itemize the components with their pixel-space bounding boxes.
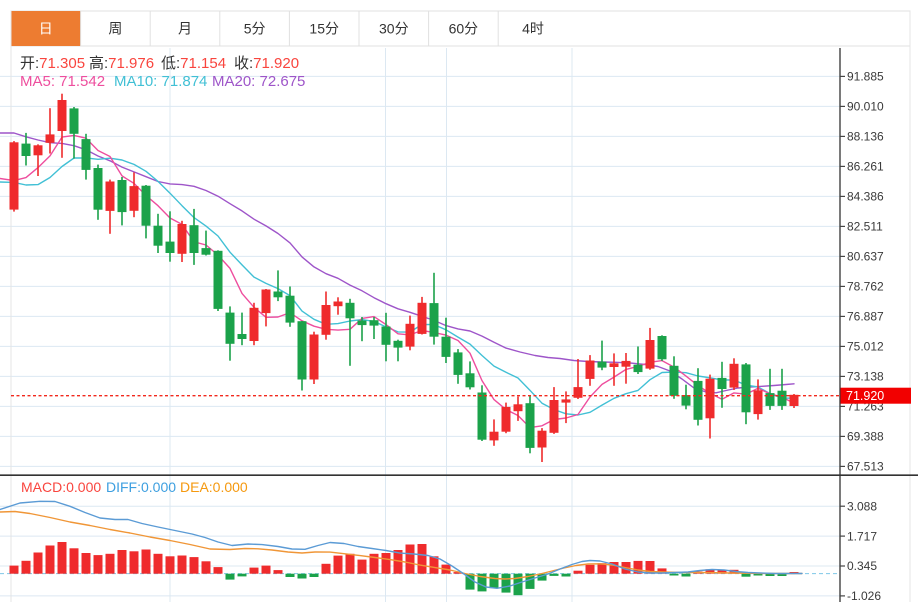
svg-text:80.637: 80.637	[847, 250, 884, 264]
svg-text:69.388: 69.388	[847, 430, 884, 444]
svg-text:67.513: 67.513	[847, 460, 884, 474]
svg-text:3.088: 3.088	[847, 499, 877, 513]
svg-text:周: 周	[108, 21, 122, 37]
svg-text:78.762: 78.762	[847, 280, 884, 294]
svg-text:73.138: 73.138	[847, 370, 884, 384]
svg-text:90.010: 90.010	[847, 100, 884, 114]
svg-text:84.386: 84.386	[847, 190, 884, 204]
svg-text:日: 日	[39, 21, 53, 37]
svg-text:4时: 4时	[522, 21, 544, 37]
svg-text:0.345: 0.345	[847, 559, 877, 573]
svg-text:82.511: 82.511	[847, 220, 883, 234]
svg-text:5分: 5分	[244, 21, 266, 37]
svg-text:15分: 15分	[309, 21, 339, 37]
svg-text:71.920: 71.920	[846, 389, 884, 403]
svg-text:91.885: 91.885	[847, 70, 884, 84]
svg-text:75.012: 75.012	[847, 340, 884, 354]
svg-text:88.136: 88.136	[847, 130, 884, 144]
svg-text:76.887: 76.887	[847, 310, 884, 324]
svg-text:1.717: 1.717	[847, 529, 877, 543]
svg-text:60分: 60分	[449, 21, 479, 37]
svg-text:-1.026: -1.026	[847, 589, 881, 602]
svg-text:30分: 30分	[379, 21, 409, 37]
svg-text:86.261: 86.261	[847, 160, 884, 174]
svg-text:月: 月	[178, 21, 192, 37]
